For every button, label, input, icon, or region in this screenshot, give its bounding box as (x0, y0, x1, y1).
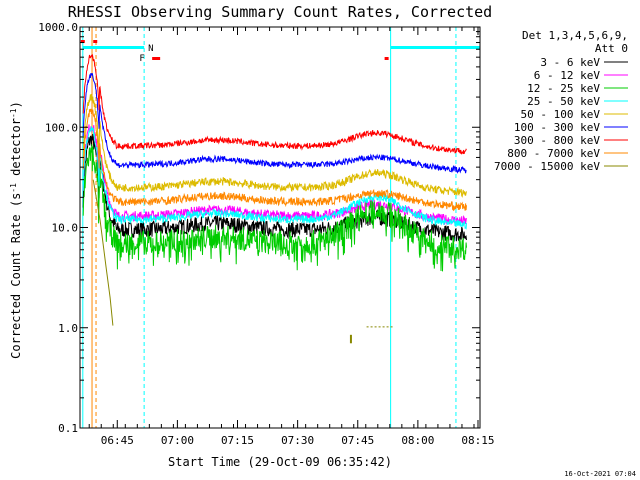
legend-entry-label: 50 - 100 keV (521, 108, 601, 121)
series-line (82, 144, 467, 272)
x-axis-label: Start Time (29-Oct-09 06:35:42) (168, 455, 392, 469)
flag-label-f: F (139, 54, 144, 64)
x-tick-label: 07:00 (161, 434, 194, 447)
y-tick-label: 10.0 (52, 222, 79, 235)
y-axis-label-part1: Corrected Count Rate (s (9, 193, 23, 359)
night-flag-bar (390, 46, 480, 49)
chart-title: RHESSI Observing Summary Count Rates, Co… (68, 3, 492, 21)
footer-timestamp: 16-Oct-2021 07:04 (564, 470, 636, 478)
y-tick-label: 100.0 (45, 121, 78, 134)
y-tick-label: 1.0 (58, 322, 78, 335)
x-tick-label: 07:15 (221, 434, 254, 447)
legend-entry-label: 7000 - 15000 keV (494, 160, 600, 173)
legend-entry-label: 300 - 800 keV (514, 134, 600, 147)
plot-frame (79, 26, 481, 429)
flare-flag-bar (93, 40, 98, 43)
series-line (82, 126, 467, 230)
y-tick-label: 1000.0 (38, 21, 78, 34)
legend-title-line1: Det 1,3,4,5,6,9, (522, 29, 628, 42)
flare-flag-bar (80, 40, 85, 43)
legend-entry-label: 3 - 6 keV (540, 56, 600, 69)
flare-flag-bar (384, 57, 389, 60)
series-line (82, 72, 467, 174)
y-axis-label-sup1: -1 (9, 183, 18, 193)
legend-entry-label: 800 - 7000 keV (507, 147, 600, 160)
flare-flag-bar (152, 57, 161, 60)
y-axis-label: Corrected Count Rate (s-1 detector-1) (9, 101, 23, 359)
x-tick-label: 07:30 (281, 434, 314, 447)
x-tick-label: 08:15 (461, 434, 494, 447)
y-axis-label-part3: ) (9, 101, 23, 108)
x-tick-label: 07:45 (341, 434, 374, 447)
series-line (82, 54, 467, 155)
x-tick-label: 06:45 (101, 434, 134, 447)
legend-entry-label: 100 - 300 keV (514, 121, 600, 134)
legend-entry-label: 6 - 12 keV (534, 69, 601, 82)
x-tick-label: 08:00 (401, 434, 434, 447)
y-axis-label-part2: detector (9, 118, 23, 183)
night-flag-bar (82, 46, 145, 49)
series-line (82, 93, 467, 198)
axes: 0.1 1.0 10.0 100.0 1000.0 06:45 07:00 07:15 07:3… (38, 21, 494, 447)
legend-entry-label: 25 - 50 keV (527, 95, 600, 108)
y-axis-label-sup2: -1 (9, 108, 18, 118)
y-tick-label: 0.1 (58, 422, 78, 435)
series-line (82, 108, 467, 212)
series-line-hi (92, 179, 114, 326)
legend-entry-label: 12 - 25 keV (527, 82, 600, 95)
flag-label-n: N (148, 44, 153, 54)
legend-title-line2: Att 0 (595, 42, 628, 55)
plot-area: NF (80, 27, 480, 428)
